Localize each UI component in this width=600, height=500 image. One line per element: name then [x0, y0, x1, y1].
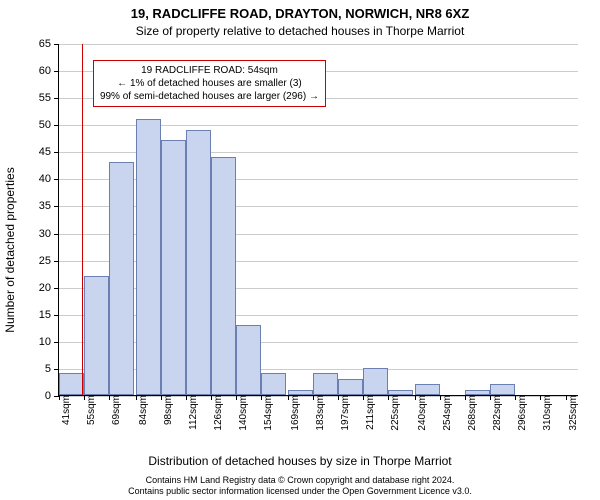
histogram-bar	[161, 140, 186, 395]
x-tick-label: 112sqm	[182, 395, 199, 430]
histogram-bar	[59, 373, 84, 395]
x-tick-label: 183sqm	[309, 395, 326, 431]
y-tick-label: 15	[39, 309, 59, 321]
x-tick-label: 98sqm	[157, 395, 174, 425]
chart-title-main: 19, RADCLIFFE ROAD, DRAYTON, NORWICH, NR…	[0, 6, 600, 21]
y-tick-label: 55	[39, 92, 59, 104]
x-tick-label: 211sqm	[359, 395, 376, 430]
y-tick-label: 30	[39, 228, 59, 240]
x-tick-label: 197sqm	[334, 395, 351, 431]
x-tick-label: 268sqm	[461, 395, 478, 431]
histogram-bar	[363, 368, 388, 395]
x-tick-label: 154sqm	[257, 395, 274, 431]
annotation-box: 19 RADCLIFFE ROAD: 54sqm← 1% of detached…	[93, 60, 326, 107]
x-tick-label: 55sqm	[80, 395, 97, 425]
annotation-line: ← 1% of detached houses are smaller (3)	[100, 77, 319, 90]
x-tick-label: 240sqm	[411, 395, 428, 431]
x-tick-label: 169sqm	[284, 395, 301, 431]
y-axis-title: Number of detached properties	[3, 167, 17, 332]
y-tick-label: 50	[39, 119, 59, 131]
histogram-bar	[211, 157, 236, 395]
x-tick-label: 69sqm	[105, 395, 122, 425]
x-tick-label: 140sqm	[232, 395, 249, 431]
reference-line	[82, 44, 83, 395]
y-tick-label: 10	[39, 336, 59, 348]
x-tick-label: 84sqm	[132, 395, 149, 425]
x-tick-label: 126sqm	[207, 395, 224, 431]
x-tick-label: 296sqm	[511, 395, 528, 431]
annotation-line: 19 RADCLIFFE ROAD: 54sqm	[100, 64, 319, 77]
footer-attribution: Contains HM Land Registry data © Crown c…	[0, 475, 600, 498]
histogram-bar	[490, 384, 515, 395]
annotation-line: 99% of semi-detached houses are larger (…	[100, 90, 319, 103]
chart-title-sub: Size of property relative to detached ho…	[0, 24, 600, 38]
y-tick-label: 45	[39, 146, 59, 158]
x-tick-label: 282sqm	[486, 395, 503, 431]
y-tick-label: 65	[39, 38, 59, 50]
histogram-bar	[415, 384, 440, 395]
x-tick-label: 254sqm	[436, 395, 453, 431]
y-tick-label: 40	[39, 173, 59, 185]
histogram-bar	[338, 379, 363, 395]
grid-line	[59, 44, 578, 45]
x-tick-label: 225sqm	[384, 395, 401, 431]
histogram-bar	[186, 130, 211, 395]
histogram-bar	[109, 162, 134, 395]
x-tick-label: 325sqm	[562, 395, 579, 431]
histogram-bar	[313, 373, 338, 395]
y-tick-label: 35	[39, 200, 59, 212]
footer-line-1: Contains HM Land Registry data © Crown c…	[0, 475, 600, 487]
histogram-bar	[84, 276, 109, 395]
histogram-bar	[261, 373, 286, 395]
x-tick-label: 41sqm	[55, 395, 72, 425]
plot-area: 0510152025303540455055606541sqm55sqm69sq…	[58, 44, 578, 396]
y-tick-label: 60	[39, 65, 59, 77]
y-tick-label: 25	[39, 255, 59, 267]
histogram-bar	[236, 325, 261, 395]
x-tick-label: 310sqm	[536, 395, 553, 431]
x-axis-title: Distribution of detached houses by size …	[0, 454, 600, 468]
chart-container: 19, RADCLIFFE ROAD, DRAYTON, NORWICH, NR…	[0, 0, 600, 500]
y-tick-label: 20	[39, 282, 59, 294]
histogram-bar	[136, 119, 161, 395]
footer-line-2: Contains public sector information licen…	[0, 486, 600, 498]
y-tick-label: 5	[45, 363, 59, 375]
